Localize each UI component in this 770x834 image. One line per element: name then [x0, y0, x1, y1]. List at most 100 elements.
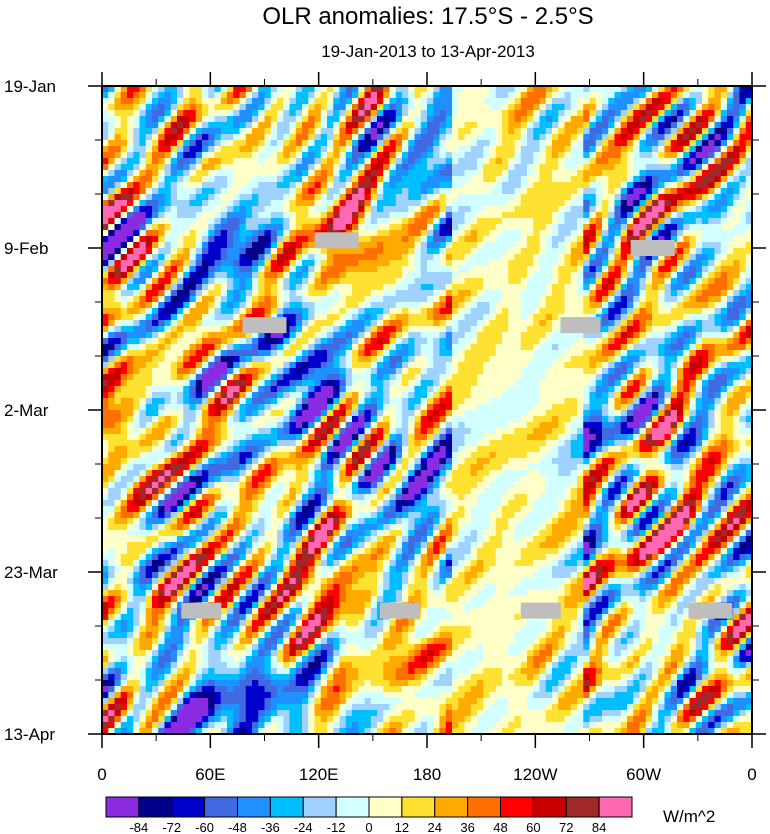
heatmap-cell	[258, 134, 266, 141]
heatmap-cell	[239, 356, 247, 363]
heatmap-cell	[489, 326, 497, 333]
heatmap-cell	[733, 92, 741, 99]
heatmap-cell	[389, 284, 397, 291]
heatmap-cell	[458, 326, 466, 333]
heatmap-cell	[464, 260, 472, 267]
heatmap-cell	[745, 344, 753, 351]
heatmap-cell	[702, 248, 709, 255]
heatmap-cell	[420, 296, 428, 303]
heatmap-cell	[339, 332, 347, 339]
heatmap-cell	[408, 164, 416, 171]
heatmap-cell	[727, 326, 734, 333]
heatmap-cell	[614, 140, 622, 147]
heatmap-cell	[189, 290, 197, 297]
heatmap-cell	[152, 350, 159, 357]
heatmap-cell	[658, 368, 666, 375]
heatmap-cell	[658, 164, 666, 171]
heatmap-cell	[427, 326, 434, 333]
heatmap-cell	[195, 296, 203, 303]
heatmap-cell	[152, 368, 159, 375]
heatmap-cell	[289, 182, 297, 189]
heatmap-cell	[239, 332, 247, 339]
heatmap-cell	[108, 176, 116, 183]
heatmap-cell	[127, 86, 134, 93]
heatmap-cell	[314, 158, 322, 165]
heatmap-cell	[264, 128, 272, 135]
heatmap-cell	[258, 278, 266, 285]
heatmap-cell	[214, 326, 222, 333]
heatmap-cell	[220, 236, 228, 243]
heatmap-cell	[552, 104, 559, 111]
heatmap-cell	[177, 320, 184, 327]
heatmap-cell	[683, 302, 691, 309]
heatmap-cell	[658, 320, 666, 327]
heatmap-cell	[608, 200, 616, 207]
heatmap-cell	[302, 236, 309, 243]
heatmap-cell	[664, 350, 672, 357]
heatmap-cell	[570, 284, 578, 291]
heatmap-cell	[208, 218, 216, 225]
heatmap-cell	[195, 356, 203, 363]
heatmap-cell	[295, 98, 303, 105]
heatmap-cell	[277, 146, 284, 153]
heatmap-cell	[352, 278, 359, 285]
heatmap-cell	[395, 152, 403, 159]
heatmap-cell	[245, 362, 253, 369]
heatmap-cell	[420, 308, 428, 315]
heatmap-cell	[639, 104, 647, 111]
heatmap-cell	[108, 182, 116, 189]
heatmap-cell	[339, 260, 347, 267]
heatmap-cell	[658, 284, 666, 291]
heatmap-cell	[702, 230, 709, 237]
heatmap-cell	[270, 338, 278, 345]
heatmap-cell	[458, 218, 466, 225]
heatmap-cell	[245, 350, 253, 357]
heatmap-cell	[395, 134, 403, 141]
heatmap-cell	[464, 176, 472, 183]
heatmap-cell	[714, 194, 722, 201]
heatmap-cell	[252, 224, 259, 231]
heatmap-cell	[127, 236, 134, 243]
heatmap-cell	[195, 176, 203, 183]
heatmap-cell	[464, 272, 472, 279]
heatmap-cell	[533, 206, 541, 213]
heatmap-cell	[295, 140, 303, 147]
heatmap-cell	[108, 296, 116, 303]
heatmap-cell	[202, 236, 209, 243]
heatmap-cell	[689, 224, 697, 231]
heatmap-cell	[102, 110, 109, 117]
heatmap-cell	[258, 152, 266, 159]
heatmap-cell	[695, 200, 703, 207]
heatmap-cell	[414, 116, 422, 123]
heatmap-cell	[214, 188, 222, 195]
heatmap-cell	[689, 176, 697, 183]
heatmap-cell	[108, 368, 116, 375]
heatmap-cell	[714, 260, 722, 267]
heatmap-cell	[639, 92, 647, 99]
heatmap-cell	[483, 188, 491, 195]
heatmap-cell	[539, 272, 547, 279]
heatmap-cell	[620, 236, 628, 243]
heatmap-cell	[495, 218, 503, 225]
heatmap-cell	[164, 308, 172, 315]
heatmap-cell	[733, 134, 741, 141]
heatmap-cell	[370, 356, 378, 363]
heatmap-cell	[358, 158, 366, 165]
heatmap-cell	[677, 254, 684, 261]
heatmap-cell	[208, 188, 216, 195]
heatmap-cell	[277, 356, 284, 363]
heatmap-cell	[520, 344, 528, 351]
heatmap-cell	[427, 266, 434, 273]
heatmap-cell	[120, 152, 128, 159]
heatmap-cell	[208, 152, 216, 159]
heatmap-cell	[639, 128, 647, 135]
heatmap-cell	[445, 284, 453, 291]
heatmap-cell	[477, 128, 484, 135]
heatmap-cell	[189, 266, 197, 273]
heatmap-cell	[502, 368, 509, 375]
heatmap-cell	[277, 272, 284, 279]
heatmap-cell	[208, 116, 216, 123]
heatmap-cell	[189, 260, 197, 267]
heatmap-cell	[133, 278, 141, 285]
heatmap-cell	[508, 200, 516, 207]
